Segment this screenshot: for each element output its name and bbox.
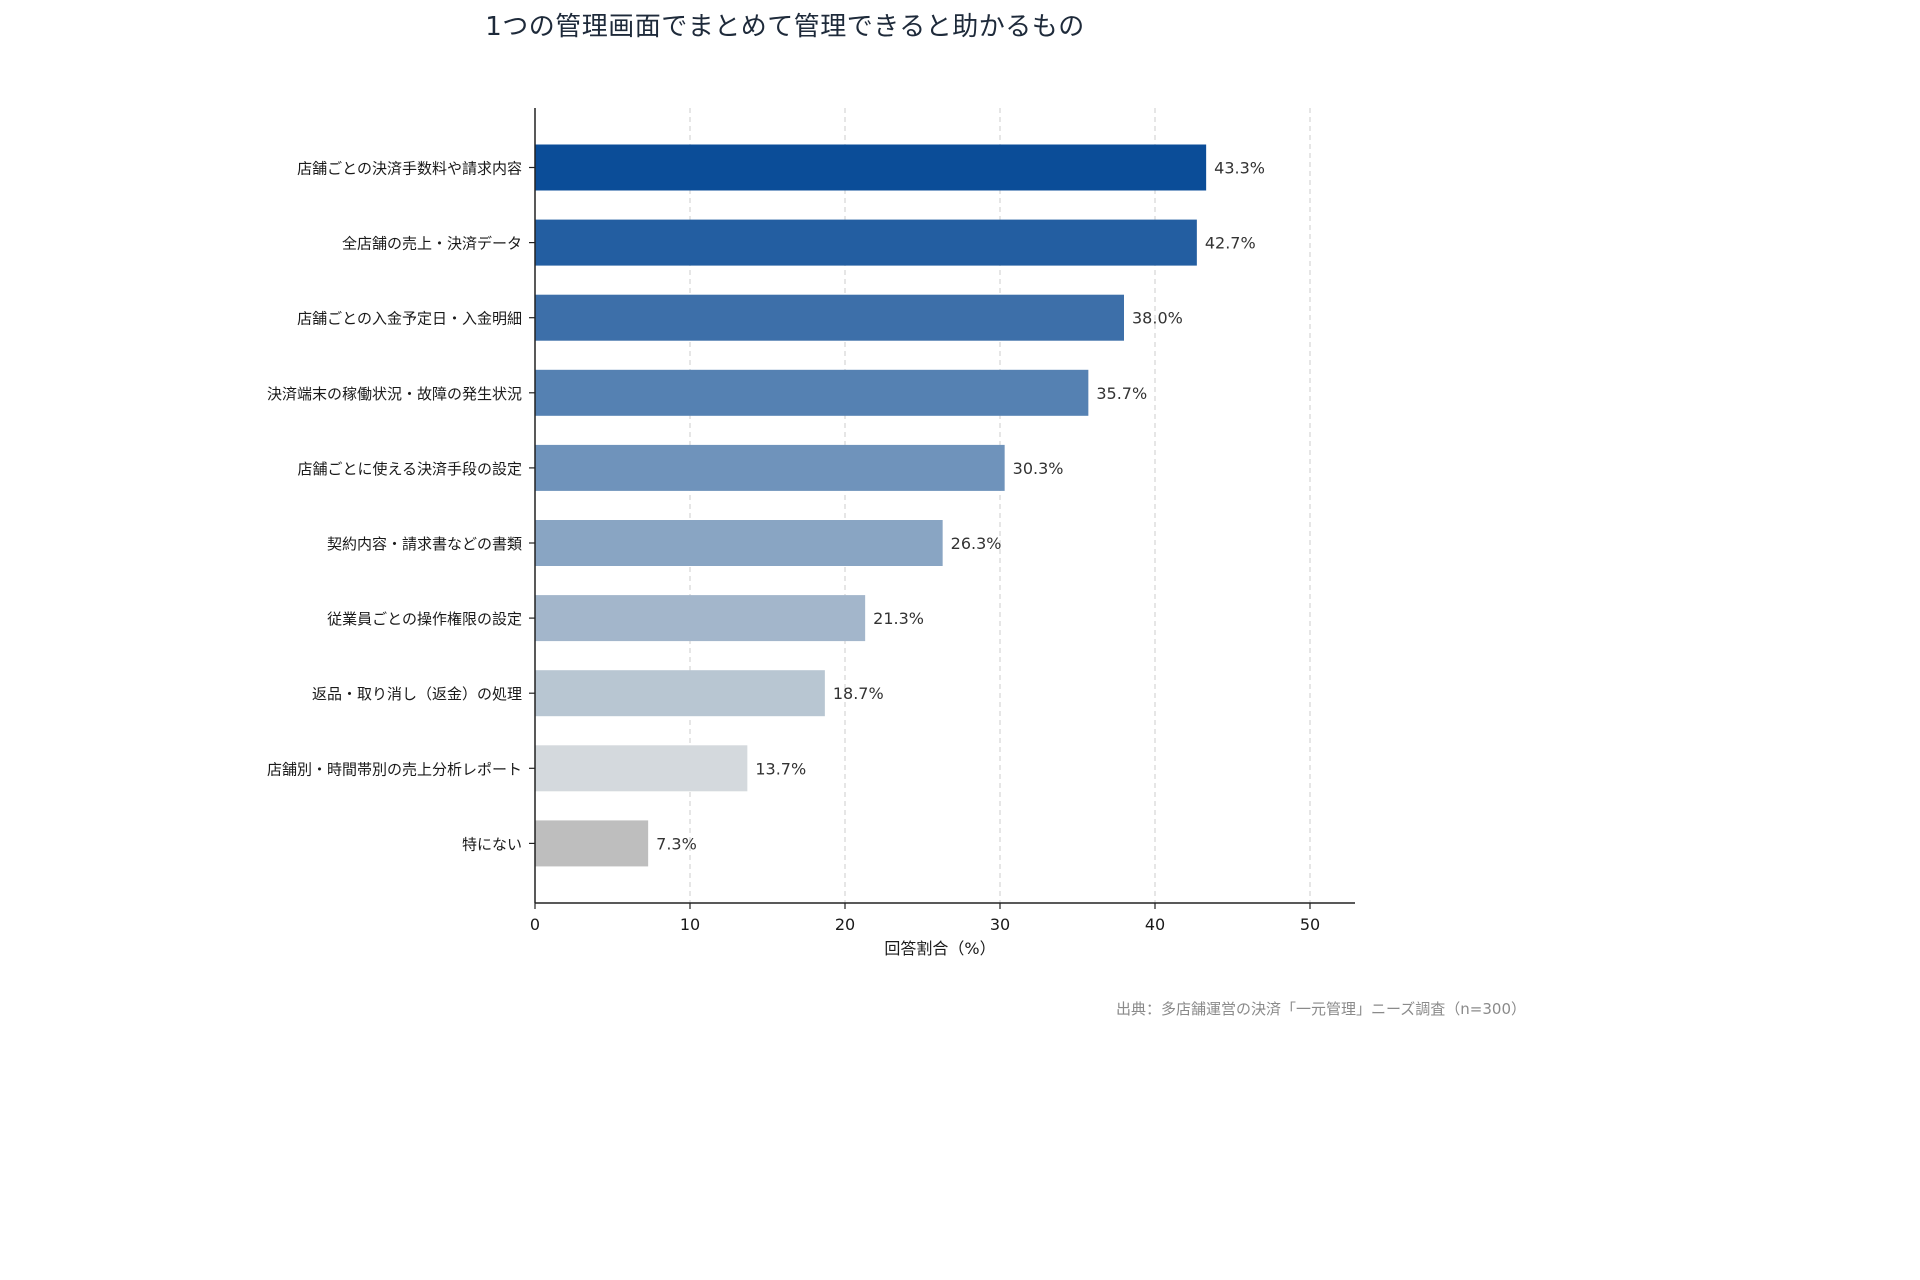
source-note: 出典：多店舗運営の決済「一元管理」ニーズ調査（n=300）	[1116, 1000, 1526, 1018]
category-label: 店舗ごとに使える決済手段の設定	[297, 460, 522, 478]
x-axis-title: 回答割合（%）	[884, 939, 995, 958]
x-tick-label: 0	[530, 915, 540, 934]
bar	[535, 294, 1124, 341]
bars	[535, 144, 1207, 867]
category-label: 従業員ごとの操作権限の設定	[327, 610, 522, 628]
category-label: 契約内容・請求書などの書類	[327, 535, 522, 553]
category-label: 特にない	[462, 835, 522, 853]
chart-title: 1つの管理画面でまとめて管理できると助かるもの	[485, 12, 1085, 42]
labels: 店舗ごとの決済手数料や請求内容 43.3% 全店舗の売上・決済データ 42.7% 店舗ご…	[267, 159, 1320, 935]
bar	[535, 520, 943, 566]
bar	[535, 144, 1207, 191]
bar	[535, 444, 1005, 491]
category-label: 全店舗の売上・決済データ	[342, 235, 522, 253]
category-label: 店舗別・時間帯別の売上分析レポート	[267, 760, 522, 778]
bar	[535, 595, 866, 642]
bar	[535, 820, 649, 867]
bar-chart: 店舗ごとの決済手数料や請求内容 43.3% 全店舗の売上・決済データ 42.7% 店舗ご…	[267, 108, 1355, 958]
category-label: 店舗ごとの入金予定日・入金明細	[297, 310, 522, 328]
category-label: 店舗ごとの決済手数料や請求内容	[297, 160, 522, 178]
category-label: 返品・取り消し（返金）の処理	[312, 685, 522, 703]
value-label: 7.3%	[656, 834, 697, 853]
value-label: 42.7%	[1205, 234, 1256, 253]
value-label: 38.0%	[1132, 309, 1183, 328]
value-label: 30.3%	[1013, 459, 1064, 478]
x-tick-label: 40	[1145, 915, 1165, 934]
grid-lines	[689, 108, 1311, 903]
x-tick-label: 20	[835, 915, 855, 934]
category-label: 決済端末の稼働状況・故障の発生状況	[267, 385, 522, 403]
value-label: 26.3%	[951, 534, 1002, 553]
value-label: 18.7%	[833, 684, 884, 703]
x-tick-label: 30	[990, 915, 1010, 934]
value-label: 43.3%	[1214, 159, 1265, 178]
bar	[535, 369, 1089, 416]
bar	[535, 670, 825, 717]
bar	[535, 745, 748, 792]
x-tick-label: 50	[1300, 915, 1320, 934]
axes	[529, 108, 1355, 909]
value-label: 13.7%	[755, 759, 806, 778]
value-label: 21.3%	[873, 609, 924, 628]
x-tick-label: 10	[680, 915, 700, 934]
bar	[535, 219, 1197, 266]
value-label: 35.7%	[1096, 384, 1147, 403]
